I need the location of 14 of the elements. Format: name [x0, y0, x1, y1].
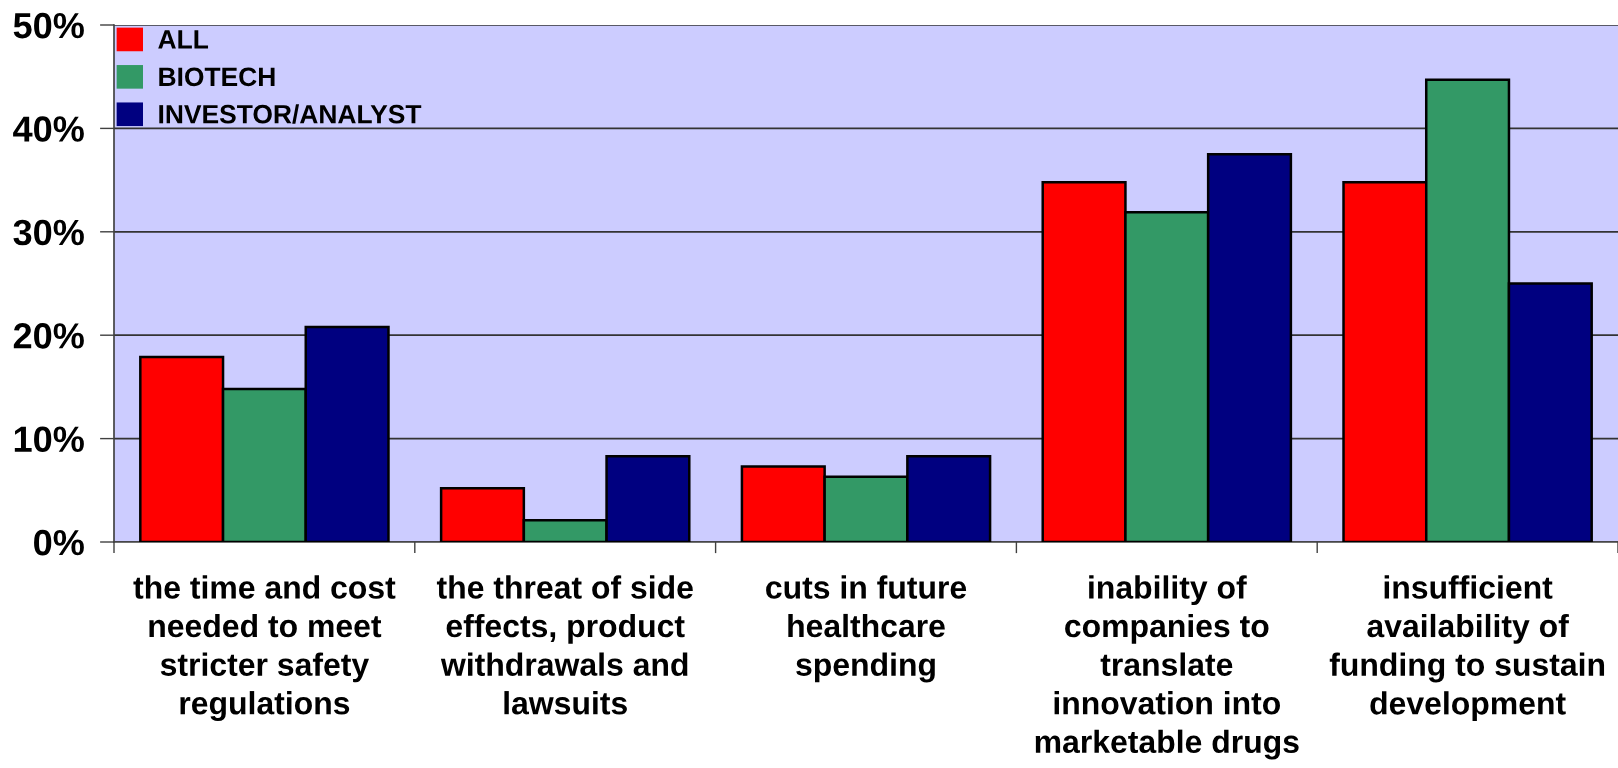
y-tick-label: 20%: [13, 323, 84, 349]
x-tick-label: inability of companies to translate innovation into marketable drugs: [1035, 575, 1299, 760]
x-tick-label: cuts in future healthcare spending: [766, 575, 967, 683]
x-tick-label: the threat of side effects, product withdrawals and lawsuits: [436, 575, 693, 715]
legend-label: BIOTECH: [159, 67, 275, 87]
y-tick-label: 0%: [34, 529, 84, 556]
y-tick-label: 10%: [14, 426, 84, 453]
x-tick-label: the time and cost needed to meet stricter safety regulations: [133, 575, 396, 721]
y-tick-label: 40%: [13, 116, 84, 142]
legend-label: ALL: [158, 30, 209, 49]
y-tick-label: 30%: [13, 219, 84, 246]
x-tick-label: insufficient availability of funding to sustain development: [1329, 575, 1605, 721]
legend-label: INVESTOR/ANALYST: [159, 104, 422, 124]
y-tick-label: 50%: [13, 12, 84, 39]
